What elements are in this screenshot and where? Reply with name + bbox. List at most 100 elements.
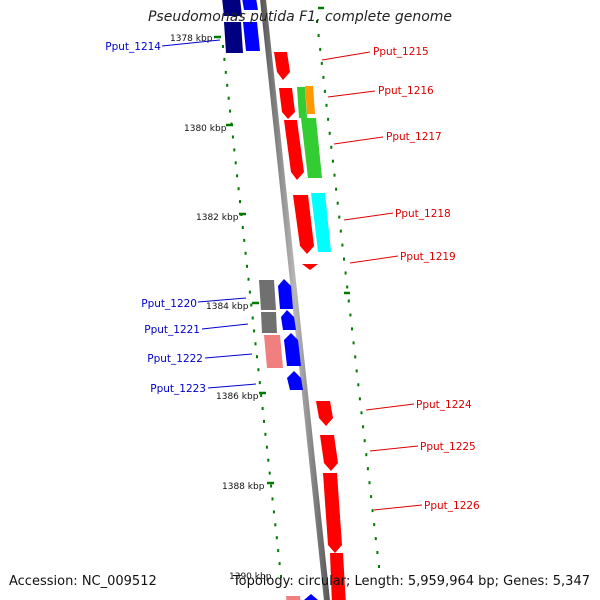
gene-Pput_1220[interactable] bbox=[259, 280, 276, 310]
track-dot bbox=[335, 187, 338, 191]
track-dot bbox=[224, 70, 227, 74]
track-dot bbox=[320, 61, 323, 65]
gene-label[interactable]: Pput_1220 bbox=[141, 298, 197, 310]
track-dot bbox=[363, 439, 366, 443]
gene-Pput_1219[interactable] bbox=[302, 264, 318, 270]
track-dot bbox=[226, 83, 229, 87]
track-dot bbox=[360, 411, 363, 415]
gene-label[interactable]: Pput_1224 bbox=[416, 399, 472, 411]
track-dot bbox=[322, 75, 325, 79]
track-dot bbox=[246, 264, 248, 268]
gene-Pput_1217[interactable] bbox=[284, 118, 322, 180]
track-dot bbox=[261, 407, 264, 410]
gene-Pput_1221[interactable] bbox=[261, 312, 277, 333]
track-dot bbox=[231, 135, 234, 139]
gene-label[interactable]: Pput_1219 bbox=[400, 251, 456, 263]
track-dot bbox=[256, 355, 258, 359]
track-dot bbox=[241, 226, 244, 229]
track-dot bbox=[370, 495, 373, 499]
gene-Pput_1216[interactable] bbox=[279, 86, 315, 119]
track-dot bbox=[373, 523, 376, 527]
gene-label[interactable]: Pput_1218 bbox=[395, 208, 451, 220]
track-dot bbox=[254, 342, 257, 346]
track-dot bbox=[274, 523, 277, 527]
track-dot bbox=[243, 238, 246, 242]
track-dot bbox=[357, 383, 360, 387]
track-dot bbox=[272, 510, 275, 514]
gene-label[interactable]: Pput_1215 bbox=[373, 46, 429, 58]
gene-Pput_1214[interactable] bbox=[222, 0, 260, 53]
track-dot bbox=[338, 215, 341, 219]
track-dot bbox=[336, 201, 339, 205]
track-dot bbox=[358, 397, 361, 401]
track-dot bbox=[247, 277, 250, 281]
track-dot bbox=[327, 117, 330, 121]
gene-label[interactable]: Pput_1223 bbox=[150, 383, 206, 395]
ruler-label: 1378 kbp bbox=[170, 34, 213, 44]
ruler-label: 1388 kbp bbox=[222, 482, 265, 492]
outer-track bbox=[316, 20, 380, 568]
track-dot bbox=[366, 467, 369, 471]
outer-ticks bbox=[318, 6, 350, 295]
accession-label: Accession: NC_009512 bbox=[9, 574, 157, 589]
gene-label[interactable]: Pput_1217 bbox=[386, 131, 442, 143]
gene-Pput_1218[interactable] bbox=[293, 193, 331, 254]
track-dot bbox=[257, 368, 260, 372]
track-dot bbox=[237, 187, 240, 191]
gene-Pput_1224[interactable] bbox=[316, 401, 333, 426]
gene-label[interactable]: Pput_1226 bbox=[424, 500, 480, 512]
track-dot bbox=[280, 575, 282, 578]
gene-Pput_1226[interactable] bbox=[323, 473, 346, 600]
gene-label[interactable]: Pput_1222 bbox=[147, 353, 203, 365]
gene-label[interactable]: Pput_1225 bbox=[420, 441, 476, 453]
genome-backbone bbox=[260, 0, 330, 600]
track-dot bbox=[263, 419, 265, 423]
gene-Pput_1222[interactable] bbox=[264, 333, 301, 368]
track-dot bbox=[267, 458, 270, 462]
ruler-label: 1384 kbp bbox=[206, 302, 249, 312]
track-dot bbox=[264, 432, 267, 436]
track-dot bbox=[339, 229, 342, 233]
ruler-label: 1386 kbp bbox=[216, 392, 259, 402]
gene-bottom-partial[interactable] bbox=[286, 594, 318, 600]
track-dot bbox=[351, 327, 353, 331]
track-dot bbox=[319, 47, 322, 51]
track-dot bbox=[258, 381, 261, 385]
topology-label: Topology: circular; Length: 5,959,964 bp… bbox=[232, 574, 590, 589]
track-dot bbox=[328, 131, 331, 135]
gene-labels-right: Pput_1215 Pput_1216 Pput_1217 Pput_1218 … bbox=[373, 46, 480, 512]
track-dot bbox=[236, 174, 239, 178]
track-dot bbox=[368, 481, 371, 485]
track-dot bbox=[333, 173, 336, 177]
gene-Pput_1225[interactable] bbox=[320, 435, 338, 471]
track-dot bbox=[331, 159, 334, 163]
gene-Pput_1223[interactable] bbox=[287, 371, 303, 390]
gene-label[interactable]: Pput_1214 bbox=[105, 41, 161, 53]
gene-Pput_1215[interactable] bbox=[274, 52, 290, 80]
track-dot bbox=[239, 200, 241, 204]
gene-blue-arrows[interactable] bbox=[278, 279, 296, 330]
gene-labels-left: Pput_1214 Pput_1220 Pput_1221 Pput_1222 … bbox=[105, 41, 206, 395]
track-dot bbox=[260, 394, 263, 397]
ruler: 1378 kbp 1380 kbp 1382 kbp 1384 kbp 1386… bbox=[170, 34, 274, 582]
track-dot bbox=[248, 290, 251, 294]
track-dot bbox=[349, 313, 352, 317]
track-dot bbox=[371, 509, 374, 513]
track-dot bbox=[275, 536, 278, 540]
track-dot bbox=[365, 453, 368, 457]
track-dot bbox=[278, 562, 281, 566]
callout-lines bbox=[161, 39, 423, 511]
gene-label[interactable]: Pput_1216 bbox=[378, 85, 434, 97]
track-dot bbox=[317, 34, 320, 37]
track-dot bbox=[277, 549, 280, 553]
ruler-label: 1380 kbp bbox=[184, 124, 227, 134]
track-dot bbox=[222, 45, 224, 48]
track-dot bbox=[244, 251, 247, 255]
gene-label[interactable]: Pput_1221 bbox=[144, 324, 200, 336]
track-dot bbox=[325, 103, 328, 107]
track-dot bbox=[253, 329, 256, 333]
track-dot bbox=[346, 285, 349, 289]
track-dot bbox=[271, 497, 274, 501]
track-dot bbox=[227, 96, 230, 100]
